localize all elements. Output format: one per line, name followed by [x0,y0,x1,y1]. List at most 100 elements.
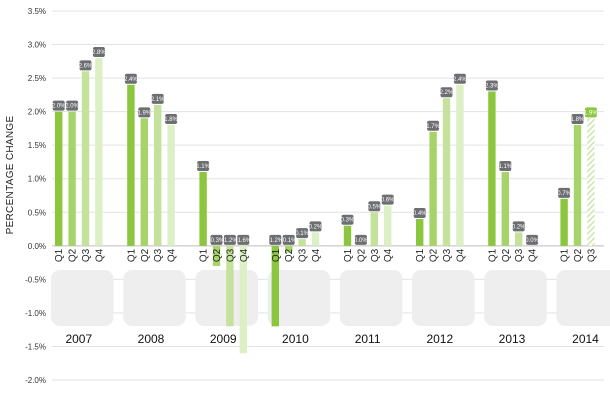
data-label: 1.1% [498,164,512,170]
data-label: 0.0% [525,238,539,244]
data-label: -0.3% [209,238,225,244]
bar [271,245,279,327]
quarter-label: Q1 [343,248,354,262]
bar [416,218,424,246]
data-label-badge [453,73,466,84]
year-panel [484,270,547,326]
year-panel [412,270,475,326]
quarter-label: Q1 [199,248,210,262]
bar [140,118,148,246]
year-label: 2014 [572,332,599,346]
data-label-badge [79,60,92,71]
data-label: 0.1% [295,231,309,237]
quarter-label: Q1 [271,248,282,262]
year-panel [556,270,610,326]
data-label-badge [151,93,164,104]
quarter-label: Q3 [225,248,236,262]
quarter-label: Q4 [94,248,105,262]
bar [95,57,103,246]
quarter-label: Q2 [212,248,223,262]
data-label-badge [368,201,381,212]
y-tick-label: -0.5% [25,275,46,284]
quarter-label: Q2 [68,248,79,262]
bar [560,198,568,246]
quarter-label: Q1 [415,248,426,262]
quarter-label: Q3 [370,248,381,262]
bar [429,131,437,246]
bar [81,71,90,246]
quarter-label: Q2 [140,248,151,262]
year-label: 2008 [138,332,165,346]
y-tick-label: -1.5% [25,342,46,351]
bar [311,232,320,246]
bar [127,84,135,246]
data-label: 0.5% [367,204,381,210]
quarter-label: Q4 [239,248,250,262]
quarter-label: Q4 [383,248,394,262]
year-panels [51,270,610,326]
data-label-badge [440,87,453,98]
data-labels: 2.0% 2.0% 2.6% 2.8% 2.4% 1.9% 2.1% 1.8% 1.1% -0.3… [52,46,598,245]
data-label-badge [526,234,539,245]
quarter-label: Q3 [298,248,309,262]
y-tick-label: 1.5% [28,141,46,150]
year-label: 2011 [355,332,381,346]
bar [167,125,175,246]
data-label-badge [296,228,309,239]
data-label-badge [52,100,65,111]
quarter-label: Q1 [126,248,137,262]
data-label-badge [165,114,178,125]
quarter-label: Q3 [514,248,525,262]
data-label-badge [223,234,236,245]
data-label-badge [138,107,151,118]
year-label: 2007 [65,332,92,346]
y-tick-label: 3.0% [28,41,46,50]
data-label-badge [427,120,440,131]
data-label-badge [413,207,426,218]
quarter-label: Q1 [487,248,498,262]
quarter-label: Q3 [586,248,597,262]
y-tick-label: 2.0% [28,108,46,117]
data-label-badge [92,46,105,57]
bar [501,172,509,246]
axis-labels: 3.5% 3.0% 2.5% 2.0% 1.5% 1.0% 0.5% 0.0% -0.5% -1.… [25,7,599,385]
data-label: 1.9% [137,110,151,116]
data-label: 2.0% [52,104,66,110]
bar [488,91,496,246]
year-label: 2012 [426,332,453,346]
quarter-label: Q1 [54,248,65,262]
data-label: 2.4% [124,77,138,83]
bar [587,118,595,246]
data-label: 1.9% [584,110,598,116]
bar [573,125,582,246]
y-axis-label: PERCENTAGE CHANGE [5,116,16,235]
data-label-badge [269,234,282,245]
data-label: 2.0% [65,104,79,110]
data-label: 0.2% [309,224,323,230]
bar [154,104,162,246]
data-label-badge [512,221,525,232]
y-tick-label: -2.0% [25,376,46,385]
year-label: 2013 [499,332,526,346]
data-label-badge [282,234,295,245]
quarter-label: Q2 [356,248,367,262]
bar [199,172,207,246]
data-label-badge [381,194,394,205]
data-label-badge [571,114,584,125]
year-panel [51,270,114,326]
quarter-label: Q2 [284,248,295,262]
quarter-label: Q3 [153,248,164,262]
bar [442,98,451,246]
data-label-badge [499,161,512,172]
data-label-badge [309,221,322,232]
bar [226,245,234,327]
bar [285,245,293,253]
y-tick-label: 2.5% [28,74,46,83]
quarter-label: Q3 [81,248,92,262]
data-label: 1.8% [164,117,178,123]
bar [68,111,76,246]
data-label: 1.8% [571,117,585,123]
bar [239,245,247,354]
data-label: 2.3% [485,84,499,90]
